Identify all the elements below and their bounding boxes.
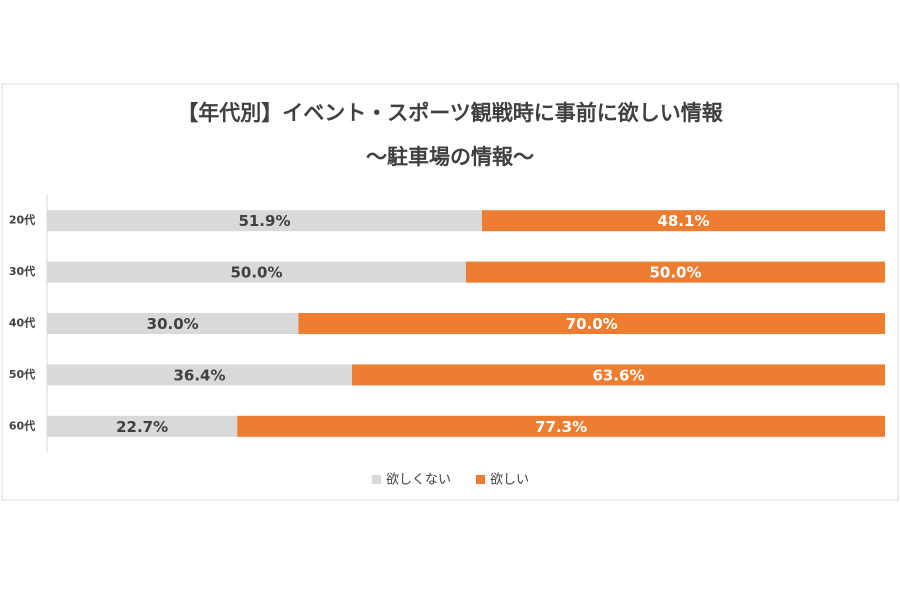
legend-label: 欲しくない — [386, 472, 451, 488]
y-tick-label: 20代 — [9, 213, 35, 227]
bar-segment — [237, 415, 885, 437]
data-label: 36.4% — [173, 366, 225, 384]
legend-swatch — [372, 475, 381, 484]
bar-segment — [481, 210, 885, 232]
bar-segment — [47, 364, 353, 386]
bar-segment — [298, 313, 885, 334]
data-label: 63.6% — [592, 366, 644, 384]
legend-label: 欲しい — [490, 472, 529, 488]
chart-title: 【年代別】イベント・スポーツ観戦時に事前に欲しい情報 — [177, 101, 724, 125]
bar-segment — [47, 313, 299, 334]
y-tick-label: 30代 — [9, 264, 35, 278]
data-label: 50.0% — [649, 264, 701, 282]
y-tick-label: 40代 — [9, 316, 35, 330]
chart-subtitle: ～駐車場の情報～ — [366, 145, 534, 169]
bar-segment — [352, 364, 886, 386]
bar-segment — [47, 261, 466, 283]
bar-segment — [47, 210, 482, 232]
data-label: 30.0% — [147, 315, 199, 333]
legend-swatch — [476, 475, 485, 484]
data-label: 22.7% — [116, 418, 168, 436]
y-tick-label: 50代 — [9, 367, 35, 381]
data-label: 51.9% — [238, 212, 290, 230]
bar-segment — [47, 415, 238, 437]
data-label: 50.0% — [230, 264, 282, 282]
data-label: 70.0% — [566, 315, 618, 333]
bar-segment — [466, 261, 885, 283]
data-label: 77.3% — [535, 418, 587, 436]
y-tick-label: 60代 — [9, 418, 35, 432]
data-label: 48.1% — [657, 212, 709, 230]
